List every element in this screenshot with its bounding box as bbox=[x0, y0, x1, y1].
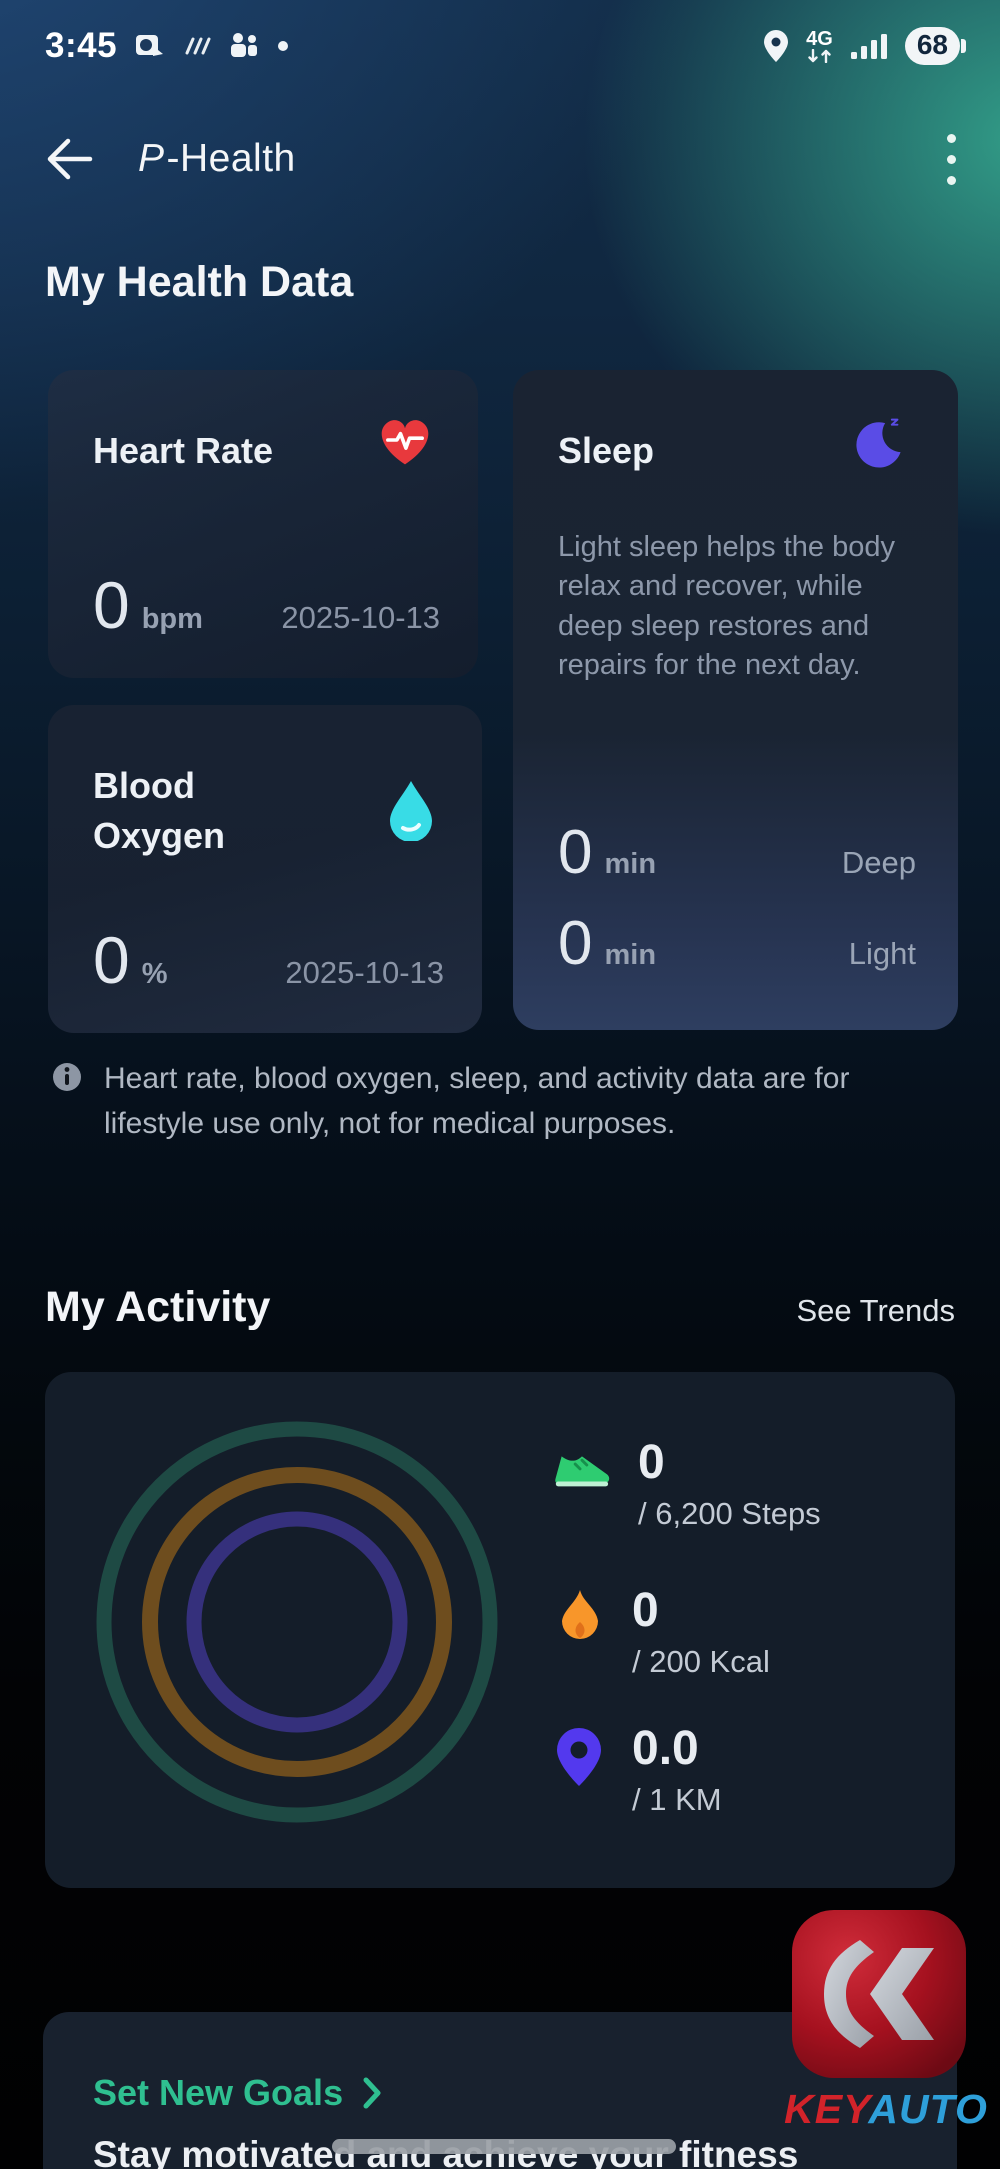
calories-ring bbox=[142, 1467, 452, 1777]
heart-rate-value-row: 0 bpm 2025-10-13 bbox=[93, 572, 440, 638]
deep-sleep-value: 0 bbox=[558, 818, 593, 887]
battery-indicator: 68 bbox=[904, 27, 960, 65]
outlook-notification-icon bbox=[136, 35, 164, 56]
heart-rate-unit: bpm bbox=[141, 603, 203, 635]
clock-time: 3:45 bbox=[45, 26, 118, 65]
notification-dot-icon bbox=[278, 41, 289, 51]
heart-rate-card[interactable]: Heart Rate 0 bpm 2025-10-13 bbox=[48, 370, 478, 678]
location-pin-icon bbox=[557, 1728, 601, 1786]
distance-stat: 0.0 / 1 KM bbox=[550, 1722, 722, 1818]
moon-icon bbox=[856, 418, 901, 468]
deep-sleep-unit: min bbox=[604, 848, 657, 880]
flame-icon bbox=[562, 1590, 598, 1639]
sleep-title: Sleep bbox=[558, 430, 655, 471]
distance-value: 0.0 bbox=[632, 1722, 699, 1775]
sleep-description: Light sleep helps the body relax and rec… bbox=[558, 531, 895, 682]
steps-ring bbox=[96, 1421, 498, 1823]
droplet-icon bbox=[390, 781, 432, 841]
medical-disclaimer: Heart rate, blood oxygen, sleep, and act… bbox=[52, 1056, 942, 1146]
back-arrow-icon[interactable] bbox=[42, 133, 96, 185]
network-4g-icon: 4G bbox=[806, 29, 833, 63]
keyauto-key-text: KEY bbox=[784, 2086, 869, 2132]
light-sleep-row: 0 min Light bbox=[558, 913, 916, 975]
home-indicator[interactable] bbox=[332, 2139, 676, 2154]
health-section-title: My Health Data bbox=[45, 258, 354, 306]
info-icon bbox=[53, 1063, 81, 1091]
heart-rate-date: 2025-10-13 bbox=[281, 600, 440, 635]
activity-section-title: My Activity bbox=[45, 1283, 271, 1331]
light-sleep-value: 0 bbox=[558, 909, 593, 978]
keyauto-logo bbox=[792, 1910, 966, 2078]
activity-section-header: My Activity See Trends bbox=[45, 1283, 955, 1332]
steps-stat: 0 / 6,200 Steps bbox=[550, 1436, 821, 1532]
deep-sleep-label: Deep bbox=[841, 845, 916, 880]
blood-oxygen-title: Blood Oxygen bbox=[93, 765, 226, 857]
blood-oxygen-value-row: 0 % 2025-10-13 bbox=[93, 927, 444, 993]
heart-icon bbox=[381, 420, 429, 465]
sleep-card[interactable]: Sleep Light sleep helps the body relax a… bbox=[513, 370, 958, 1030]
disclaimer-text: Heart rate, blood oxygen, sleep, and act… bbox=[104, 1062, 850, 1140]
steps-goal: / 6,200 Steps bbox=[638, 1496, 821, 1532]
location-icon bbox=[764, 29, 789, 62]
activity-card[interactable]: 0 / 6,200 Steps 0 / 200 Kcal 0.0 / 1 KM bbox=[45, 1372, 955, 1888]
blood-oxygen-unit: % bbox=[141, 958, 168, 990]
more-options-icon[interactable] bbox=[939, 130, 964, 189]
sneaker-icon bbox=[555, 1456, 610, 1487]
deep-sleep-row: 0 min Deep bbox=[558, 822, 916, 884]
set-new-goals-link[interactable]: Set New Goals bbox=[93, 2072, 383, 2114]
light-sleep-label: Light bbox=[848, 936, 916, 971]
light-sleep-unit: min bbox=[604, 939, 657, 971]
distance-goal: / 1 KM bbox=[632, 1782, 722, 1818]
status-bar: 3:45 bbox=[45, 20, 960, 72]
page-title: P-Health bbox=[138, 137, 296, 180]
blood-oxygen-card[interactable]: Blood Oxygen 0 % 2025-10-13 bbox=[48, 705, 482, 1033]
calories-value: 0 bbox=[632, 1584, 659, 1637]
teams-notification-icon bbox=[231, 33, 258, 57]
distance-ring bbox=[186, 1511, 408, 1733]
heart-rate-value: 0 bbox=[93, 568, 130, 642]
keyauto-auto-text: AUTO bbox=[868, 2086, 988, 2132]
slashes-notification-icon bbox=[185, 37, 211, 55]
heart-rate-title: Heart Rate bbox=[93, 430, 274, 471]
chevron-right-icon bbox=[363, 2077, 381, 2109]
keyauto-wordmark: KEYAUTO bbox=[776, 2086, 996, 2133]
set-new-goals-label: Set New Goals bbox=[93, 2072, 344, 2113]
calories-goal: / 200 Kcal bbox=[632, 1644, 770, 1680]
see-trends-link[interactable]: See Trends bbox=[796, 1293, 955, 1328]
steps-value: 0 bbox=[638, 1436, 665, 1489]
activity-rings bbox=[96, 1421, 498, 1823]
app-bar: P-Health bbox=[42, 126, 964, 192]
calories-stat: 0 / 200 Kcal bbox=[550, 1584, 770, 1680]
blood-oxygen-date: 2025-10-13 bbox=[285, 955, 444, 990]
blood-oxygen-value: 0 bbox=[93, 923, 130, 997]
signal-strength-icon bbox=[850, 33, 887, 59]
